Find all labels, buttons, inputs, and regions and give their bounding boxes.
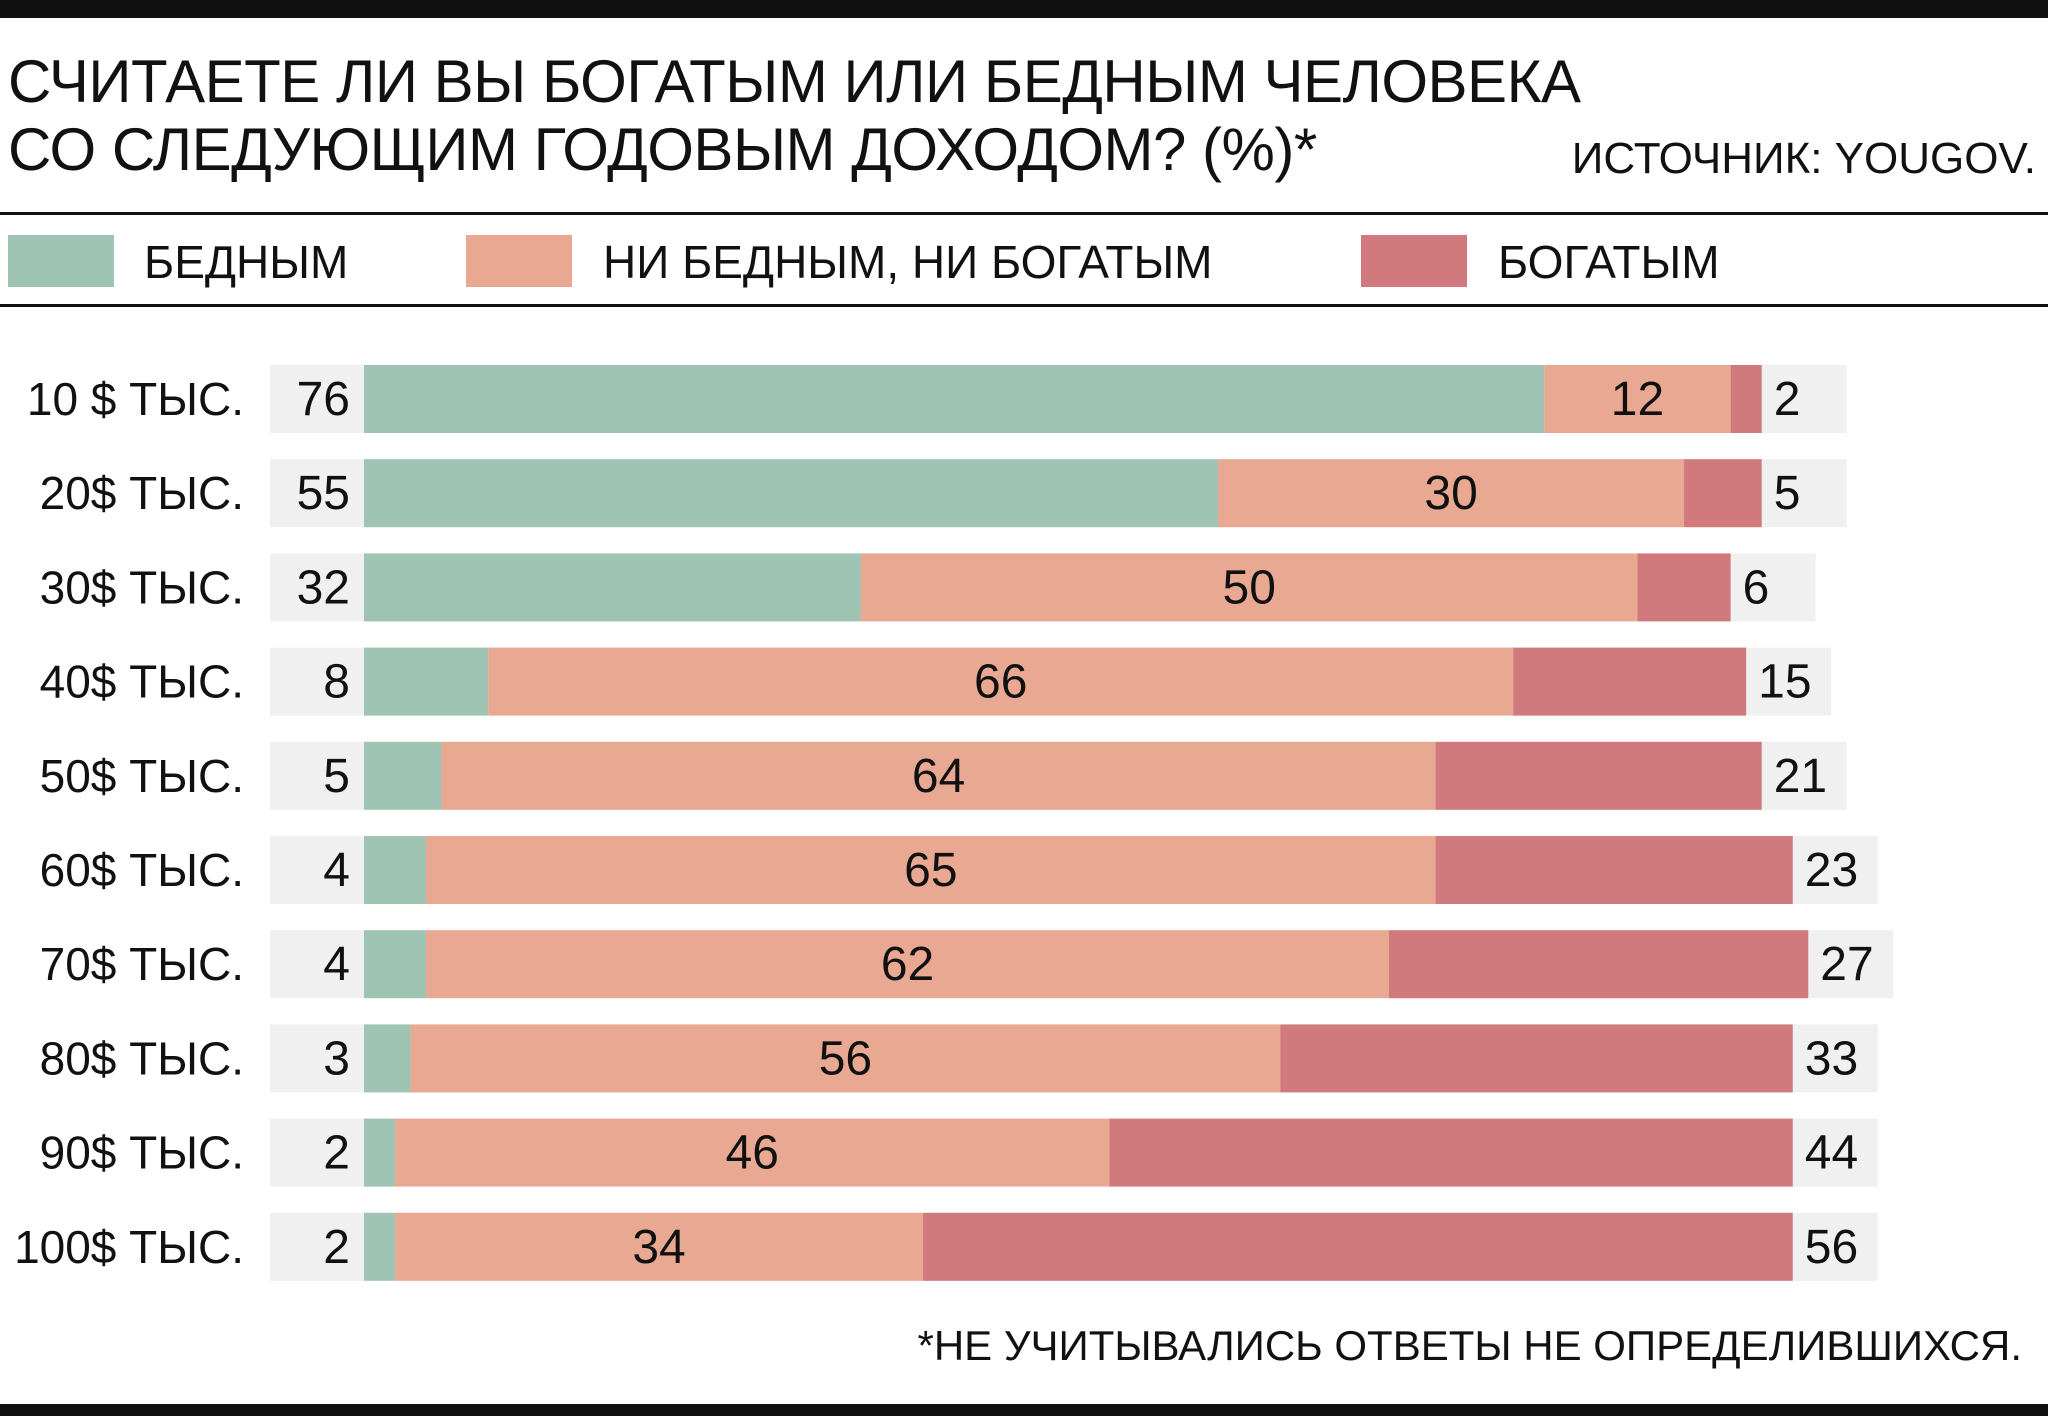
value-label-rich: 23	[1805, 844, 1858, 897]
value-label-rich: 56	[1805, 1221, 1858, 1274]
bar-neither	[1218, 459, 1685, 528]
legend-swatch-neither	[466, 235, 572, 287]
legend-swatch-poor	[8, 235, 114, 287]
value-label-neither: 30	[1424, 467, 1477, 520]
bar-poor	[364, 459, 1219, 528]
bar-poor	[364, 1118, 396, 1187]
title-line-2: СО СЛЕДУЮЩИМ ГОДОВЫМ ДОХОДОМ? (%)*	[8, 116, 1317, 183]
value-label-poor: 2	[323, 1127, 350, 1180]
bar-rich	[1109, 1118, 1793, 1187]
title-line-1: СЧИТАЕТЕ ЛИ ВЫ БОГАТЫМ ИЛИ БЕДНЫМ ЧЕЛОВЕ…	[8, 48, 1581, 115]
value-label-neither: 66	[974, 656, 1027, 709]
value-label-poor: 4	[323, 844, 350, 897]
bar-rich	[1435, 836, 1793, 904]
bar-rich	[1730, 365, 1762, 433]
bar-rich	[1388, 930, 1809, 999]
value-label-poor: 32	[297, 561, 350, 614]
value-label-rich: 2	[1774, 373, 1801, 426]
value-label-rich: 15	[1758, 656, 1811, 709]
bar-poor	[364, 836, 427, 904]
bar-rich	[1435, 741, 1762, 810]
source-label: ИСТОЧНИК: YOUGOV.	[1571, 134, 2036, 183]
category-label: 20$ ТЫС.	[40, 467, 244, 519]
bar-rich	[1637, 553, 1731, 622]
legend-divider	[0, 304, 2048, 307]
value-label-neither: 34	[632, 1221, 685, 1274]
bar-neither	[441, 741, 1436, 810]
bar-poor	[364, 647, 489, 716]
bar-neither	[426, 836, 1436, 904]
legend-label-rich: БОГАТЫМ	[1498, 236, 1720, 288]
bar-rich	[1684, 459, 1762, 528]
category-label: 70$ ТЫС.	[40, 938, 244, 990]
legend-label-neither: НИ БЕДНЫМ, НИ БОГАТЫМ	[603, 236, 1213, 288]
value-label-neither: 12	[1611, 373, 1664, 426]
bar-neither	[488, 647, 1514, 716]
category-label: 60$ ТЫС.	[40, 844, 244, 896]
category-label: 100$ ТЫС.	[14, 1221, 244, 1273]
bar-poor	[364, 365, 1545, 433]
bar-neither	[395, 1118, 1110, 1187]
value-label-poor: 8	[323, 656, 350, 709]
bar-neither	[860, 553, 1638, 622]
value-label-poor: 5	[323, 750, 350, 803]
value-label-neither: 65	[904, 844, 957, 897]
footnote: *НЕ УЧИТЫВАЛИСЬ ОТВЕТЫ НЕ ОПРЕДЕЛИВШИХСЯ…	[917, 1322, 2022, 1369]
category-label: 50$ ТЫС.	[40, 750, 244, 802]
bar-neither	[426, 930, 1389, 999]
value-label-rich: 5	[1774, 467, 1801, 520]
value-label-poor: 76	[297, 373, 350, 426]
value-label-neither: 64	[912, 750, 965, 803]
bar-rich	[1280, 1024, 1793, 1093]
value-label-neither: 56	[819, 1032, 872, 1085]
bar-rich	[923, 1212, 1793, 1281]
value-label-poor: 55	[297, 467, 350, 520]
header-divider	[0, 212, 2048, 215]
bar-neither	[1544, 365, 1731, 433]
value-label-rich: 44	[1805, 1127, 1858, 1180]
value-label-poor: 4	[323, 938, 350, 991]
category-label: 10 $ ТЫС.	[27, 373, 244, 425]
value-label-rich: 27	[1820, 938, 1873, 991]
value-label-neither: 50	[1223, 561, 1276, 614]
top-rule	[0, 0, 2048, 18]
value-label-neither: 62	[881, 938, 934, 991]
bar-rich	[1513, 647, 1747, 716]
bar-poor	[364, 553, 861, 622]
legend-label-poor: БЕДНЫМ	[144, 236, 349, 288]
bar-neither	[410, 1024, 1281, 1093]
bar-poor	[364, 1024, 411, 1093]
value-label-neither: 46	[726, 1127, 779, 1180]
value-label-rich: 6	[1743, 561, 1770, 614]
category-label: 80$ ТЫС.	[40, 1032, 244, 1084]
bar-neither	[395, 1212, 924, 1281]
value-label-rich: 21	[1774, 750, 1827, 803]
legend-swatch-rich	[1361, 235, 1467, 287]
bar-poor	[364, 1212, 396, 1281]
value-label-poor: 2	[323, 1221, 350, 1274]
bottom-rule	[0, 1404, 2048, 1416]
bar-poor	[364, 741, 442, 810]
value-label-rich: 33	[1805, 1032, 1858, 1085]
category-label: 30$ ТЫС.	[40, 561, 244, 613]
category-label: 40$ ТЫС.	[40, 656, 244, 708]
category-label: 90$ ТЫС.	[40, 1127, 244, 1179]
bar-poor	[364, 930, 427, 999]
value-label-poor: 3	[323, 1032, 350, 1085]
